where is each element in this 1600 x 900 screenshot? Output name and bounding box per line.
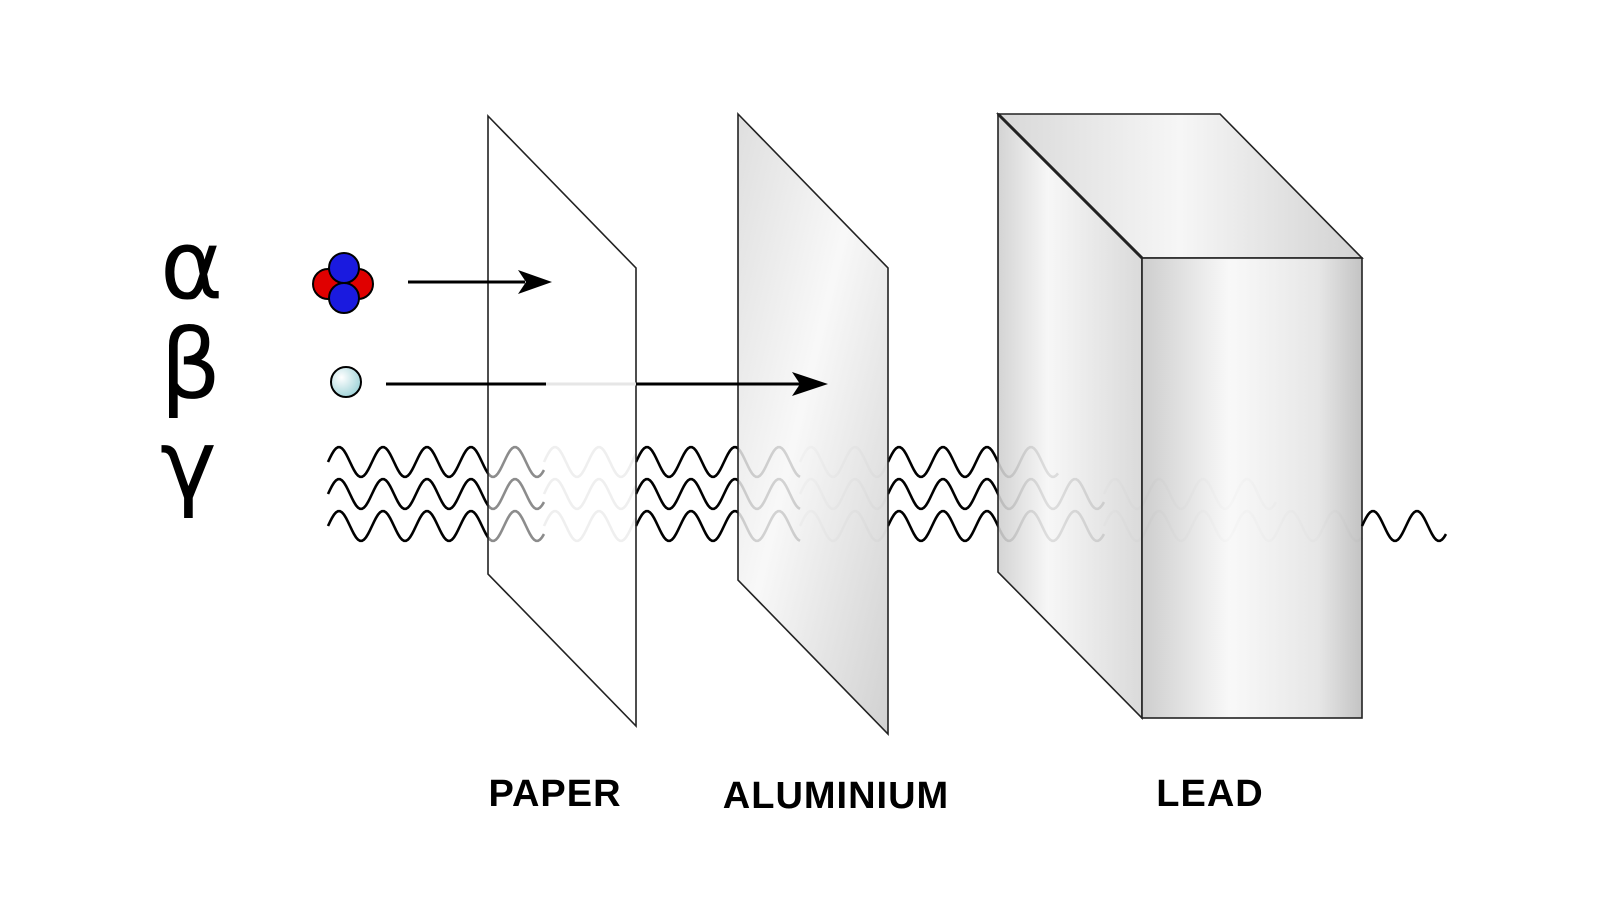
neutron xyxy=(328,252,360,284)
beta-arrow-head xyxy=(792,372,828,396)
beta-symbol: β xyxy=(160,309,221,421)
paper-label: PAPER xyxy=(488,773,621,815)
alpha-particle xyxy=(312,252,374,314)
neutron xyxy=(328,282,360,314)
aluminium-sheet xyxy=(737,112,889,736)
lead-label: LEAD xyxy=(1156,773,1263,815)
aluminium-label: ALUMINIUM xyxy=(723,775,949,817)
lead-block-front xyxy=(1141,257,1363,719)
paper-sheet xyxy=(487,114,637,728)
gamma-symbol: γ xyxy=(160,409,217,521)
lead-block-edge xyxy=(996,112,1144,260)
alpha-symbol: α xyxy=(160,209,223,321)
beta-particle xyxy=(330,366,362,398)
lead-block xyxy=(996,112,1364,720)
alpha-arrow-head xyxy=(518,270,552,294)
gamma-exit-wave xyxy=(1360,509,1448,543)
gamma-wave-exit-segment xyxy=(1360,509,1448,543)
